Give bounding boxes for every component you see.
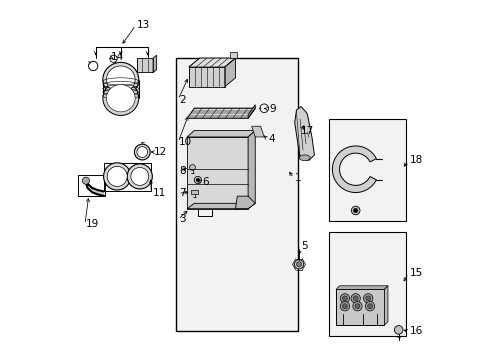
Circle shape [350, 294, 360, 303]
Ellipse shape [106, 85, 135, 112]
Text: 5: 5 [301, 241, 307, 251]
Polygon shape [384, 286, 387, 325]
Bar [230, 51, 236, 58]
Polygon shape [187, 203, 255, 209]
Polygon shape [332, 146, 376, 193]
Polygon shape [187, 108, 255, 118]
Bar [78, 175, 104, 196]
Polygon shape [247, 105, 255, 118]
Circle shape [296, 262, 301, 267]
Polygon shape [251, 126, 264, 137]
Circle shape [189, 165, 195, 170]
Text: 1: 1 [294, 173, 301, 183]
Polygon shape [335, 289, 384, 325]
Circle shape [196, 178, 199, 182]
Polygon shape [153, 55, 156, 72]
Text: 2: 2 [179, 95, 185, 105]
Text: 12: 12 [154, 147, 167, 157]
Polygon shape [235, 196, 255, 209]
Circle shape [363, 294, 372, 303]
Ellipse shape [106, 66, 135, 93]
Circle shape [351, 206, 359, 215]
Text: 17: 17 [301, 126, 314, 136]
Text: 9: 9 [268, 104, 275, 114]
Polygon shape [294, 107, 314, 160]
Bar [191, 190, 198, 194]
Bar [328, 232, 405, 336]
Circle shape [352, 296, 357, 301]
Circle shape [340, 294, 349, 303]
Polygon shape [224, 58, 235, 87]
Circle shape [367, 304, 372, 309]
Polygon shape [247, 131, 255, 209]
Polygon shape [188, 67, 224, 87]
Text: 18: 18 [408, 155, 422, 165]
Circle shape [353, 208, 357, 213]
Bar [104, 163, 150, 192]
Polygon shape [86, 178, 104, 196]
Polygon shape [187, 137, 247, 209]
Text: 10: 10 [179, 138, 192, 147]
Ellipse shape [102, 62, 139, 97]
Polygon shape [188, 58, 235, 67]
Text: 19: 19 [86, 220, 99, 229]
Text: 14: 14 [110, 52, 124, 62]
Circle shape [340, 302, 349, 311]
Circle shape [352, 302, 362, 311]
Bar [176, 58, 298, 330]
Text: 3: 3 [179, 215, 185, 224]
Text: 4: 4 [268, 135, 275, 144]
Ellipse shape [107, 166, 127, 186]
Bar [328, 119, 405, 221]
Ellipse shape [134, 144, 150, 160]
Ellipse shape [131, 167, 148, 185]
Polygon shape [335, 286, 387, 289]
Text: 16: 16 [408, 326, 422, 336]
Polygon shape [137, 58, 153, 72]
Circle shape [365, 302, 374, 311]
Text: 7: 7 [179, 188, 185, 198]
Text: 13: 13 [137, 20, 150, 30]
Circle shape [82, 177, 89, 184]
Text: 11: 11 [152, 188, 165, 198]
Ellipse shape [137, 147, 147, 157]
Polygon shape [187, 131, 255, 137]
Ellipse shape [103, 163, 131, 190]
Circle shape [342, 296, 346, 301]
Circle shape [365, 296, 370, 301]
Text: 6: 6 [202, 177, 209, 187]
Text: 8: 8 [179, 166, 185, 176]
Text: 15: 15 [408, 268, 422, 278]
Circle shape [354, 304, 359, 309]
Ellipse shape [127, 164, 152, 189]
Circle shape [342, 304, 346, 309]
Circle shape [294, 260, 303, 269]
Circle shape [394, 325, 402, 334]
Ellipse shape [299, 155, 309, 161]
Ellipse shape [102, 81, 139, 116]
